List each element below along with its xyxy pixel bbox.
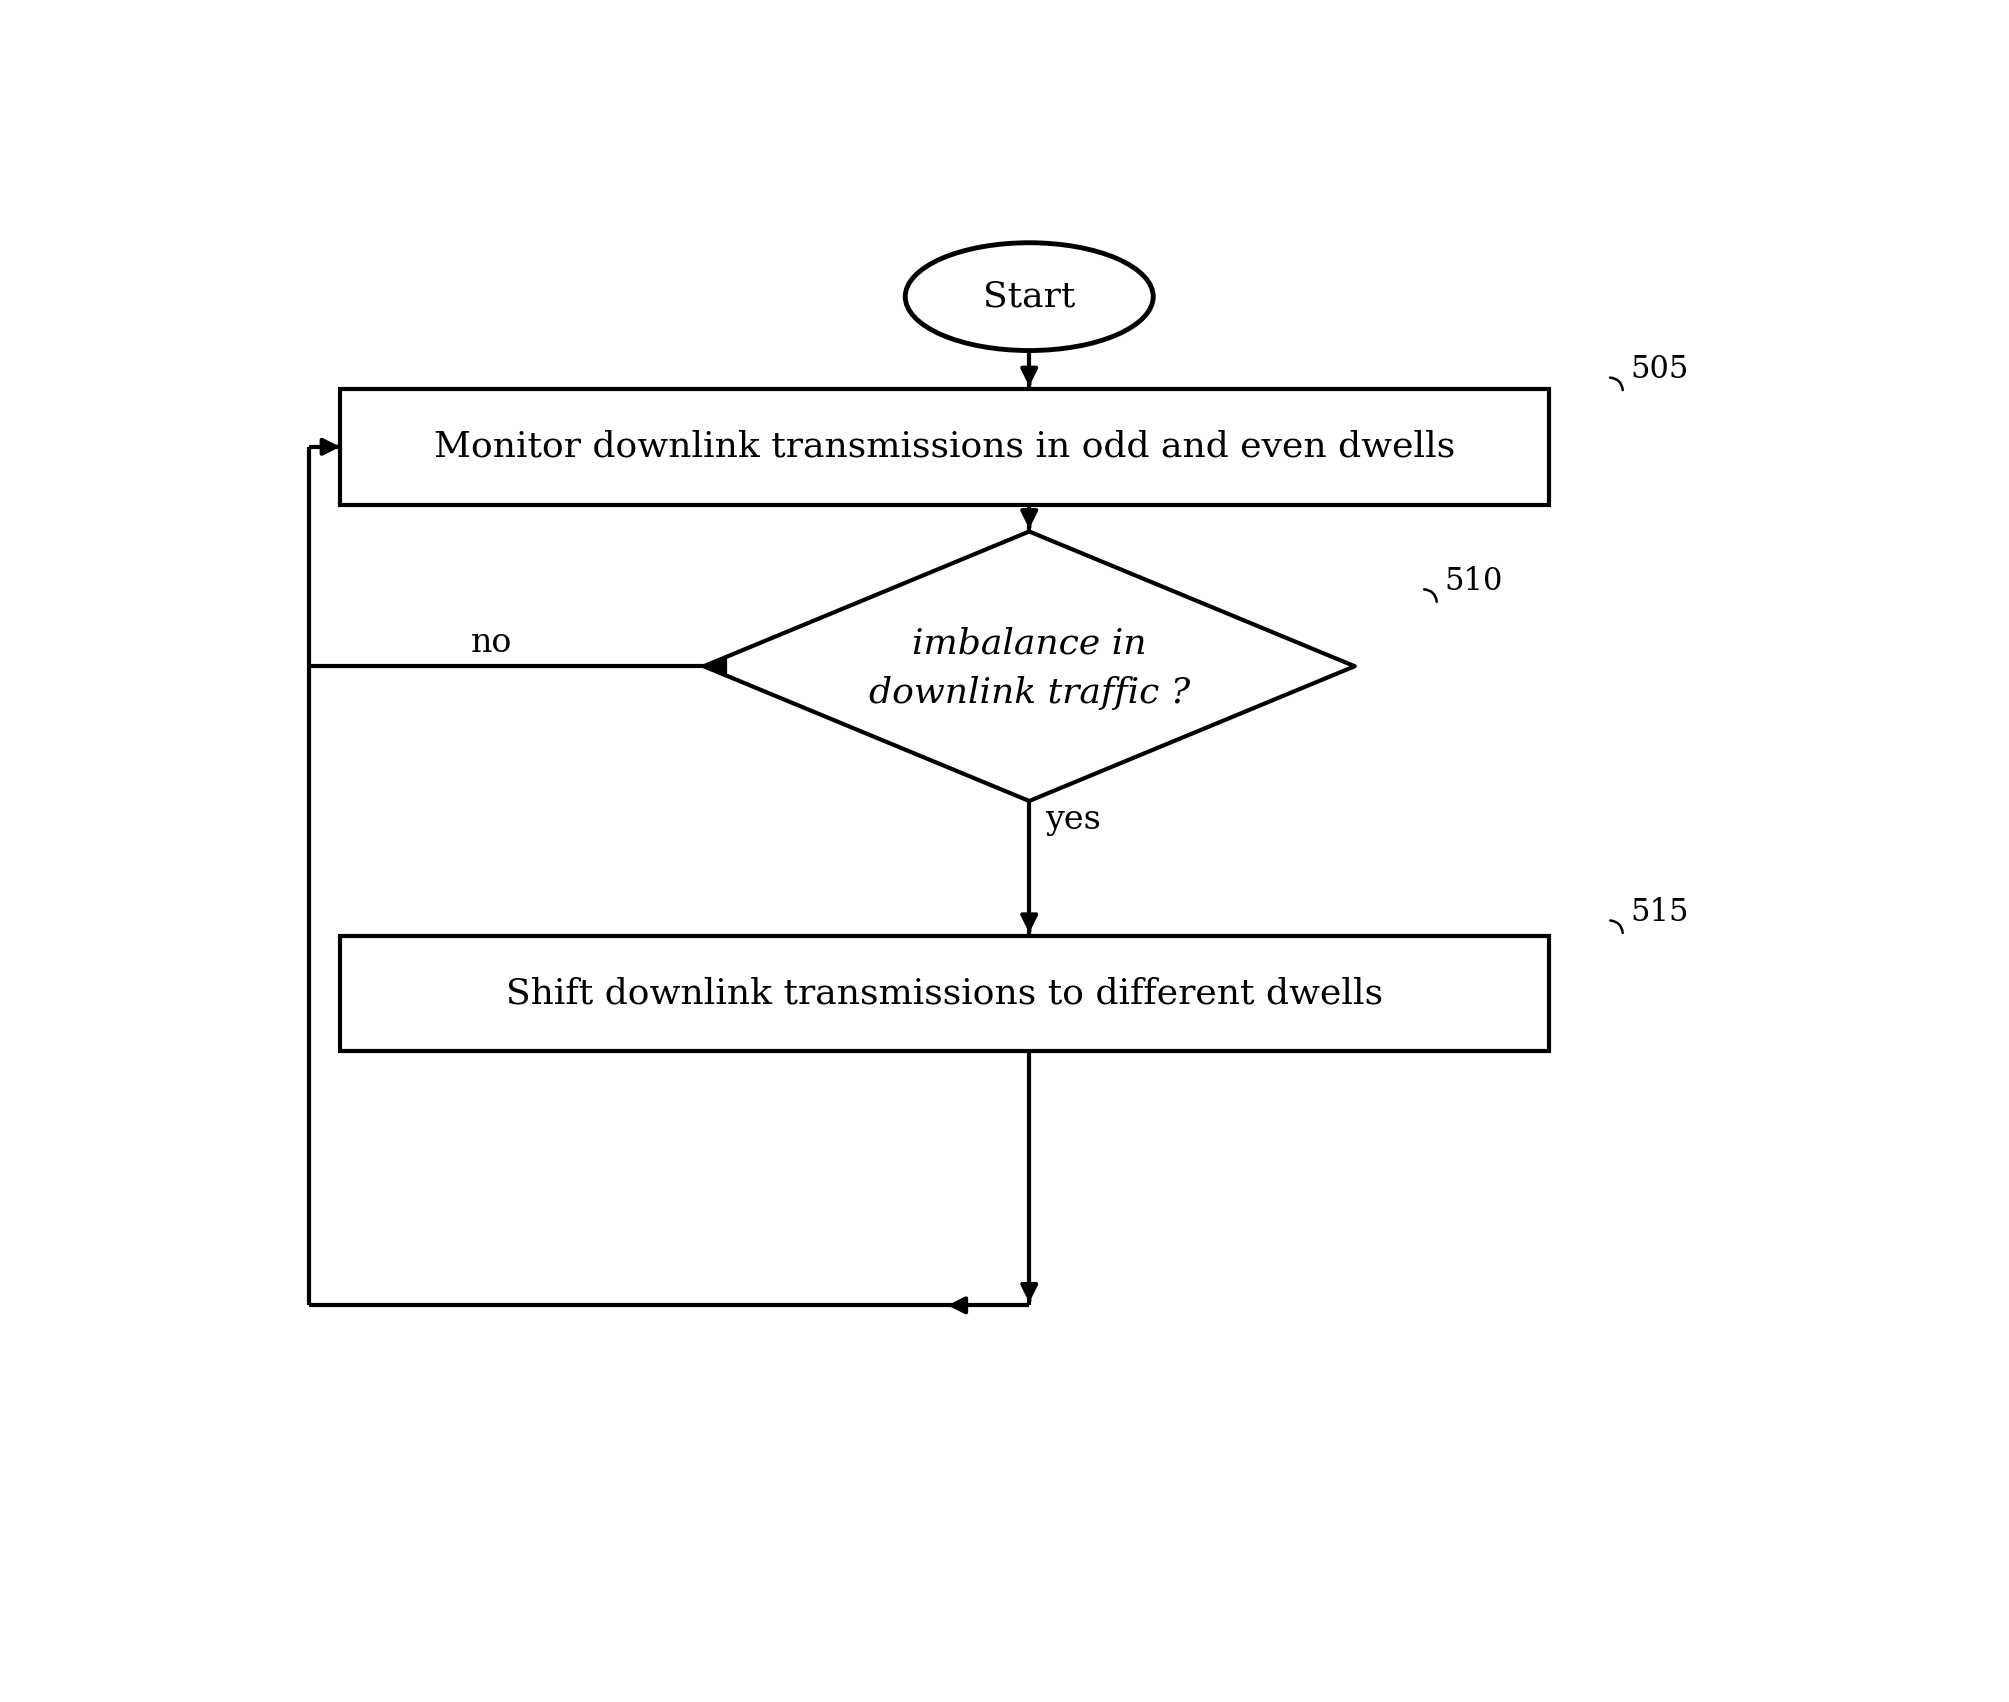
Text: 515: 515 [1631, 897, 1690, 928]
Text: Shift downlink transmissions to different dwells: Shift downlink transmissions to differen… [506, 977, 1384, 1011]
Text: no: no [470, 626, 512, 659]
Text: Start: Start [982, 279, 1075, 313]
Text: yes: yes [1045, 805, 1101, 836]
Text: 505: 505 [1631, 354, 1690, 385]
Text: Monitor downlink transmissions in odd and even dwells: Monitor downlink transmissions in odd an… [434, 431, 1455, 463]
Text: 510: 510 [1444, 567, 1503, 597]
Text: downlink traffic ?: downlink traffic ? [868, 676, 1189, 710]
Bar [340, 390, 1549, 504]
Text: imbalance in: imbalance in [912, 626, 1147, 660]
Bar [340, 936, 1549, 1052]
